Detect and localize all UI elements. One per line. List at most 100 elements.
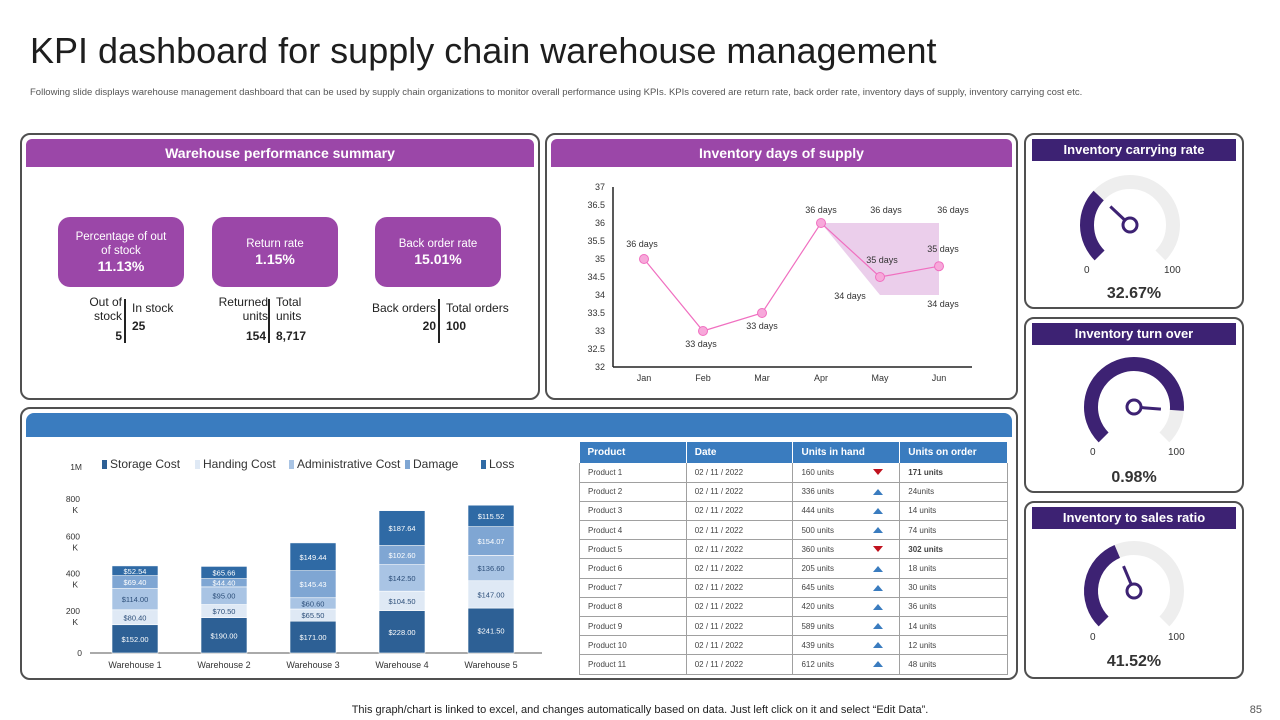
gauge-fill (1084, 544, 1121, 627)
cell-date: 02 / 11 / 2022 (686, 616, 794, 637)
cell-date: 02 / 11 / 2022 (686, 635, 794, 656)
bar-data-label: $52.54 (124, 567, 147, 576)
units-value: 160 units (801, 467, 834, 477)
y-tick-label: 0 (77, 648, 82, 658)
bar-data-label: $65.50 (302, 611, 325, 620)
units-value: 205 units (801, 564, 834, 574)
bar-data-label: $241.50 (477, 627, 504, 636)
bar-segment (467, 607, 515, 654)
y-tick-label: 800 K (66, 494, 80, 515)
table-row[interactable]: Product 10 02 / 11 / 2022 439 units 12 unit… (579, 635, 1008, 656)
legend-entry: Administrative Cost (297, 457, 401, 471)
table-header-row: Product Date Units in hand Units on orde… (579, 442, 1008, 463)
table-row[interactable]: Product 7 02 / 11 / 2022 645 units 30 units (579, 578, 1008, 598)
bar-data-label: $70.50 (213, 607, 236, 616)
table-row[interactable]: Product 5 02 / 11 / 2022 360 units 302 unit… (579, 539, 1008, 560)
days-of-supply-title: Inventory days of supply (551, 139, 1012, 167)
table-row[interactable]: Product 2 02 / 11 / 2022 336 units 24units (579, 482, 1008, 502)
gauge-panel-carrying-rate: Inventory carrying rate 0 100 32.67% (1024, 133, 1244, 309)
cell-product: Product 1 (579, 463, 687, 483)
col-date[interactable]: Date (686, 442, 794, 463)
bar-data-label: $190.00 (210, 631, 237, 640)
table-row[interactable]: Product 3 02 / 11 / 2022 444 units 14 units (579, 501, 1008, 522)
legend-entry: Loss (489, 457, 514, 471)
gauge-max: 100 (1164, 265, 1181, 276)
kpi-back-order-rate[interactable]: Back order rate 15.01% (375, 217, 501, 287)
trend-up-icon (873, 661, 884, 668)
stat-label: Returned units (218, 295, 268, 323)
x-tick-label: Warehouse 2 (197, 660, 250, 670)
legend-entry: Storage Cost (110, 457, 181, 471)
band-label: 36 days (870, 205, 902, 215)
bar-segment (467, 504, 515, 527)
bar-segment (289, 620, 337, 654)
page-title: KPI dashboard for supply chain warehouse… (30, 30, 937, 71)
warehouse-cost-chart[interactable]: 0 200 K 400 K 600 K 800 K 1M Storage Cost Handing C… (22, 409, 577, 678)
legend-swatch (195, 460, 200, 469)
stat-value: 5 (115, 329, 122, 343)
bar-data-label: $228.00 (388, 628, 415, 637)
trend-up-icon (873, 584, 884, 591)
days-of-supply-panel: Inventory days of supply 32 32.5 33 33.5 34 3… (545, 133, 1018, 400)
y-tick-label: 400 K (66, 569, 80, 590)
table-row[interactable]: Product 6 02 / 11 / 2022 205 units 18 units (579, 558, 1008, 579)
x-tick-label: Apr (814, 373, 828, 383)
page-subtitle: Following slide displays warehouse manag… (30, 87, 1083, 98)
cell-product: Product 10 (579, 635, 687, 656)
bar-segment (111, 624, 159, 654)
kpi-out-of-stock[interactable]: Percentage of out of stock 11.13% (58, 217, 184, 287)
legend-entry: Damage (413, 457, 459, 471)
days-of-supply-chart[interactable]: 32 32.5 33 33.5 34 34.5 35 35.5 36 36.5 37 Jan Feb Ma… (547, 135, 1016, 398)
cell-units-in-hand: 360 units (792, 539, 901, 560)
cell-product: Product 3 (579, 501, 687, 522)
col-product[interactable]: Product (579, 442, 687, 463)
y-tick-label: 33 (595, 326, 605, 336)
table-row[interactable]: Product 4 02 / 11 / 2022 500 units 74 units (579, 520, 1008, 541)
y-tick-label: 35.5 (587, 236, 605, 246)
stat-value: 154 (245, 329, 266, 343)
units-value: 336 units (801, 487, 834, 497)
cost-panel-header (26, 413, 1012, 437)
bar-data-label: $145.43 (299, 580, 326, 589)
bar-data-label: $115.52 (478, 512, 505, 521)
bar-segment (289, 542, 337, 571)
x-tick-label: Warehouse 3 (286, 660, 339, 670)
data-label: 35 days (927, 244, 959, 254)
y-tick-label: 34.5 (587, 272, 605, 282)
table-row[interactable]: Product 11 02 / 11 / 2022 612 units 48 unit… (579, 654, 1008, 675)
cell-product: Product 4 (579, 520, 687, 541)
x-tick-label: Mar (754, 373, 770, 383)
y-tick-label: 32.5 (587, 344, 605, 354)
y-tick-label: 200 K (66, 606, 80, 627)
cell-units-on-order: 18 units (899, 558, 1008, 579)
bar-data-label: $65.66 (213, 569, 236, 578)
bar-data-label: $149.44 (299, 553, 326, 562)
y-tick-label: 35 (595, 254, 605, 264)
bar-data-label: $95.00 (213, 592, 236, 601)
col-units-on-order[interactable]: Units on order (899, 442, 1008, 463)
kpi-label: Back order rate (398, 237, 478, 250)
x-tick-label: Warehouse 5 (464, 660, 517, 670)
col-units-in-hand[interactable]: Units in hand (792, 442, 901, 463)
trend-up-icon (873, 565, 884, 572)
bar-data-label: $44.40 (213, 579, 236, 588)
bar-data-label: $69.40 (124, 578, 147, 587)
kpi-return-rate[interactable]: Return rate 1.15% (212, 217, 338, 287)
x-tick-label: Jan (637, 373, 652, 383)
cell-product: Product 11 (579, 654, 687, 675)
bar-data-label: $80.40 (124, 613, 147, 622)
table-row[interactable]: Product 8 02 / 11 / 2022 420 units 36 units (579, 597, 1008, 618)
cell-units-in-hand: 645 units (792, 578, 901, 598)
stat-orders: Back orders 20 Total orders 100 (372, 295, 532, 345)
carrying-rate-gauge (1080, 175, 1180, 261)
table-row[interactable]: Product 1 02 / 11 / 2022 160 units 171 unit… (579, 463, 1008, 483)
sales-ratio-gauge (1084, 541, 1184, 627)
cell-units-on-order: 74 units (899, 520, 1008, 541)
stat-divider (124, 299, 126, 343)
cell-date: 02 / 11 / 2022 (686, 597, 794, 618)
gauge-value: 32.67% (1106, 285, 1162, 302)
y-tick-label: 1M (70, 462, 82, 472)
table-row[interactable]: Product 9 02 / 11 / 2022 589 units 14 units (579, 616, 1008, 637)
turn-over-gauge (1084, 357, 1184, 443)
cell-date: 02 / 11 / 2022 (686, 558, 794, 579)
